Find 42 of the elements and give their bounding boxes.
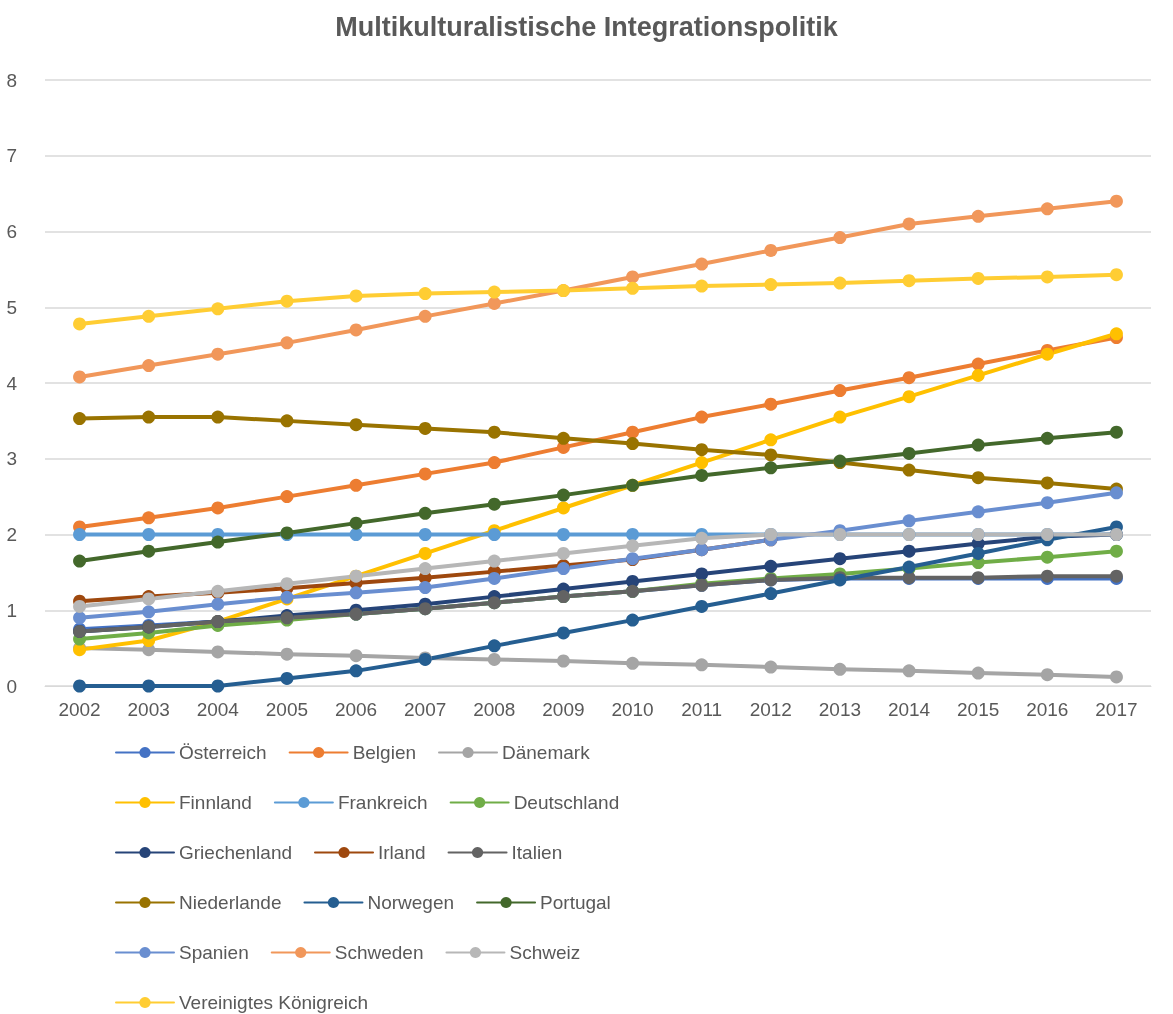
y-tick-label: 4 — [6, 372, 18, 394]
legend-label: Portugal — [540, 892, 611, 913]
legend-label: Frankreich — [337, 792, 428, 813]
legend-label: Belgien — [352, 742, 417, 763]
y-tick-label: 7 — [6, 145, 17, 167]
legend-label: Italien — [511, 842, 563, 863]
x-tick-label: 2017 — [1095, 699, 1138, 720]
x-tick-label: 2008 — [473, 699, 516, 720]
legend-label: Deutschland — [513, 792, 620, 813]
x-tick-label: 2010 — [611, 699, 654, 720]
y-tick-label: 8 — [6, 69, 17, 91]
legend-label: Schweden — [334, 942, 424, 963]
x-tick-label: 2014 — [887, 699, 931, 720]
x-tick-label: 2005 — [265, 699, 309, 720]
x-tick-label: 2007 — [404, 699, 447, 720]
x-tick-label: 2012 — [749, 699, 792, 720]
x-tick-label: 2013 — [818, 699, 862, 720]
y-tick-label: 0 — [6, 675, 17, 697]
legend-label: Niederlande — [179, 892, 282, 913]
x-tick-label: 2015 — [957, 699, 1000, 720]
legend-label: Finnland — [179, 792, 252, 813]
legend-label: Dänemark — [502, 742, 591, 763]
legend-label: Norwegen — [367, 892, 455, 913]
legend-label: Österreich — [179, 742, 267, 763]
legend-label: Irland — [378, 842, 426, 863]
legend-label: Spanien — [179, 942, 249, 963]
y-tick-label: 1 — [6, 599, 17, 621]
x-tick-label: 2004 — [196, 699, 240, 720]
x-tick-label: 2006 — [334, 699, 378, 720]
legend-label: Schweiz — [509, 942, 581, 963]
y-tick-label: 3 — [6, 448, 17, 470]
x-tick-label: 2002 — [58, 699, 101, 720]
x-tick-label: 2003 — [127, 699, 170, 720]
legend-label: Vereinigtes Königreich — [179, 992, 369, 1013]
chart-title: Multikulturalistische Integrationspolitik — [335, 11, 839, 42]
y-tick-label: 6 — [6, 221, 17, 242]
x-tick-label: 2011 — [681, 699, 723, 720]
legend-label: Griechenland — [179, 842, 293, 863]
y-tick-label: 5 — [6, 296, 17, 318]
y-tick-label: 2 — [6, 524, 17, 545]
x-tick-label: 2009 — [542, 699, 585, 720]
x-tick-label: 2016 — [1026, 699, 1069, 720]
